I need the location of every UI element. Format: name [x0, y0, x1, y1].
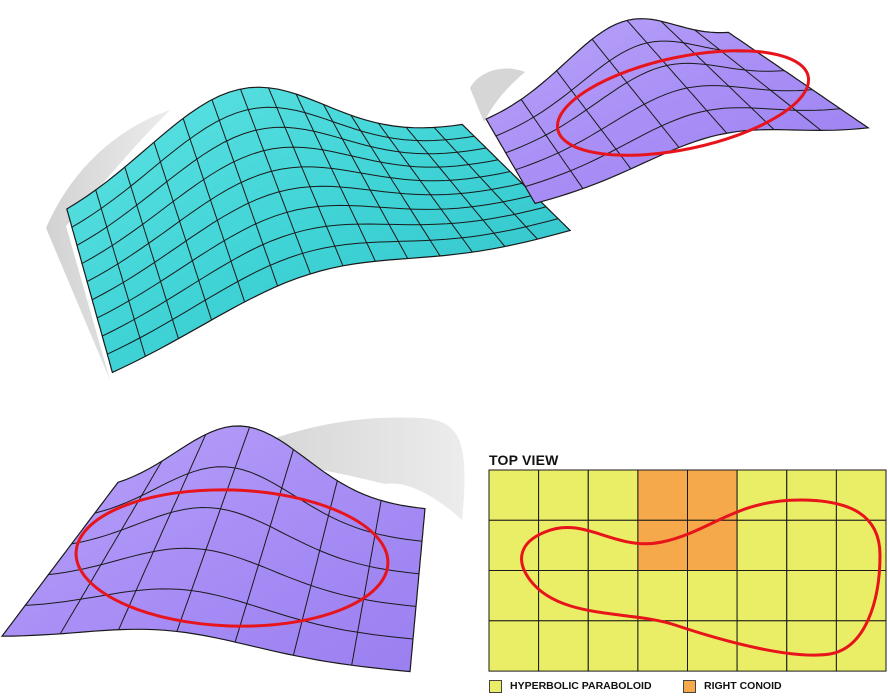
surface-grid-line: [234, 449, 294, 643]
surface-grid-line: [107, 218, 559, 355]
hyperbolic-paraboloid-cell: [786, 620, 837, 672]
surface-grid-line: [86, 166, 511, 283]
legend-item-right-conoid: RIGHT CONOID: [683, 678, 782, 694]
legend-item-hyperbolic-paraboloid: HYPERBOLIC PARABOLOID: [489, 678, 652, 694]
surface-grid-line: [515, 85, 813, 171]
surface-grid-line: [660, 20, 775, 130]
surface-grid-line: [59, 460, 163, 635]
top-view-grid: [488, 469, 887, 672]
hyperbolic-paraboloid-cell: [736, 519, 788, 572]
surface-grid-line: [48, 547, 417, 607]
surface-grid-line: [433, 127, 538, 240]
red-curve-top: [555, 49, 811, 157]
surface-grid-line: [240, 88, 311, 275]
surface-grid-line: [95, 189, 146, 357]
hyperbolic-paraboloid-cell: [488, 620, 540, 672]
purple-surface-bottom-shadow: [230, 417, 465, 520]
surface-grid-line: [71, 506, 420, 575]
surface-grid-line: [25, 588, 414, 640]
hyperbolic-paraboloid-cell: [538, 469, 589, 521]
surface-grid-line: [76, 126, 487, 246]
surface-grid-line: [94, 466, 423, 542]
surface-grid-line: [378, 123, 473, 253]
purple-surface-top-shadow: [470, 68, 525, 122]
right-conoid-cell: [637, 469, 689, 521]
hyperbolic-paraboloid-cell: [786, 519, 837, 572]
hyperbolic-paraboloid-cell: [736, 570, 788, 622]
hyperbolic-paraboloid-cell: [587, 620, 639, 672]
right-conoid-swatch: [683, 679, 696, 693]
surface-grid-line: [556, 70, 632, 170]
surface-grid-line: [295, 93, 376, 262]
hyperbolic-paraboloid-cell: [488, 519, 540, 572]
legend-label: HYPERBOLIC PARABOLOID: [510, 680, 652, 692]
hyperbolic-paraboloid-cell: [637, 570, 689, 622]
surface-grid-line: [102, 206, 547, 337]
hyperbolic-paraboloid-cell: [786, 469, 837, 521]
surface-grid-line: [153, 142, 213, 321]
surface-grid-line: [591, 38, 680, 148]
hyperbolic-paraboloid-cell: [587, 469, 639, 521]
surface-grid-line: [350, 114, 441, 257]
hyperbolic-paraboloid-cell: [488, 469, 540, 521]
surface-grid-line: [96, 194, 535, 319]
legend-label: RIGHT CONOID: [704, 680, 782, 692]
surface-grid-line: [81, 146, 499, 264]
surface-grid-line: [495, 40, 757, 137]
surface-grid-line: [91, 182, 523, 301]
surface-grid-line: [351, 500, 382, 666]
hyperbolic-paraboloid-cell: [786, 570, 837, 622]
right-conoid-cell: [687, 519, 738, 572]
hyperbolic-paraboloid-cell: [538, 620, 589, 672]
hyperbolic-paraboloid-cell: [736, 469, 788, 521]
surface-grid-line: [124, 166, 179, 339]
right-conoid-cell: [637, 519, 689, 572]
purple-surface-top: [485, 18, 870, 205]
red-curve-bottom: [74, 488, 390, 628]
hyperbolic-paraboloid-cell: [835, 620, 887, 672]
surface-grid-line: [292, 480, 338, 656]
hyperbolic-paraboloid-cell: [587, 519, 639, 572]
hyperbolic-paraboloid-cell: [687, 570, 738, 622]
top-view-curve: [520, 498, 882, 657]
hyperbolic-paraboloid-cell: [687, 620, 738, 672]
hyperbolic-paraboloid-cell: [637, 620, 689, 672]
hyperbolic-paraboloid-cell: [835, 469, 887, 521]
teal-surface-shadow: [46, 110, 170, 380]
surface-grid-line: [268, 87, 344, 266]
surface-grid-line: [118, 434, 207, 630]
purple-surface-bottom: [0, 425, 426, 673]
surface-grid-line: [505, 62, 785, 154]
right-conoid-cell: [687, 469, 738, 521]
surface-grid-line: [176, 426, 251, 632]
top-view-title: TOP VIEW: [489, 452, 559, 468]
teal-surface: [66, 86, 572, 374]
surface-grid-line: [520, 99, 584, 189]
surface-grid-line: [405, 126, 506, 247]
hyperbolic-paraboloid-cell: [835, 519, 887, 572]
surface-grid-line: [71, 106, 475, 228]
hyperbolic-paraboloid-swatch: [489, 679, 502, 693]
surface-grid-line: [211, 99, 279, 287]
surface-grid-line: [323, 104, 409, 259]
surface-grid-line: [626, 20, 728, 134]
surface-grid-line: [182, 118, 246, 303]
surface-grid-line: [694, 29, 822, 131]
hyperbolic-paraboloid-cell: [488, 570, 540, 622]
